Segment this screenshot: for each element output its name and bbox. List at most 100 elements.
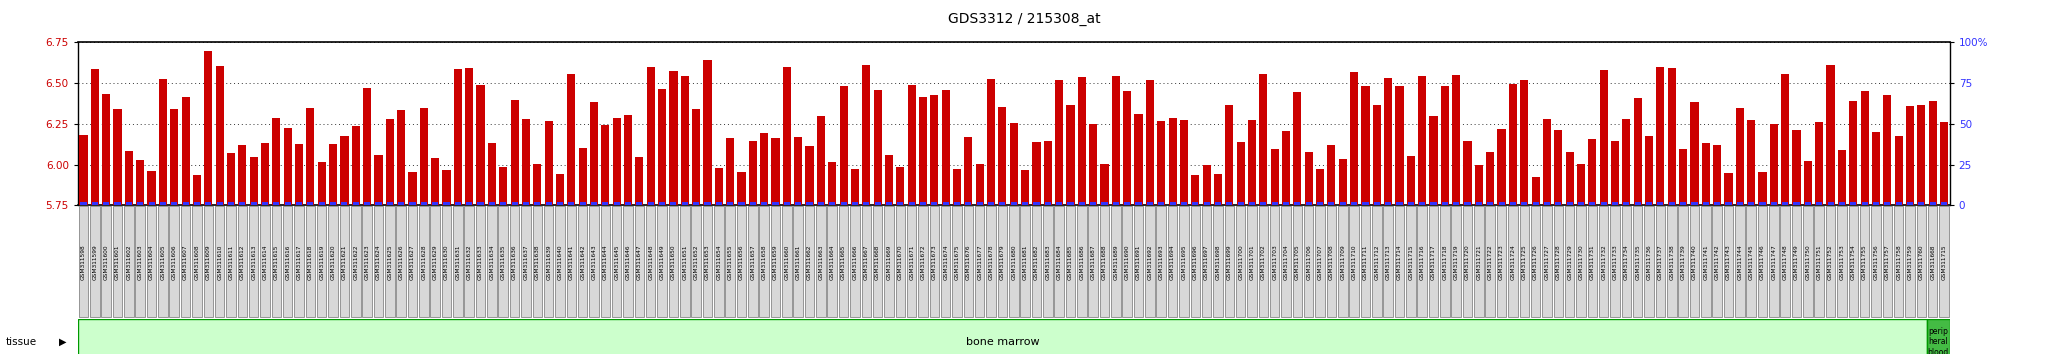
- Text: GSM311712: GSM311712: [1374, 244, 1378, 280]
- FancyBboxPatch shape: [1212, 206, 1223, 318]
- Bar: [420, 202, 426, 205]
- Text: GSM311676: GSM311676: [967, 244, 971, 280]
- FancyBboxPatch shape: [1724, 206, 1733, 318]
- FancyBboxPatch shape: [1180, 206, 1188, 318]
- Bar: [1077, 76, 1085, 205]
- Text: GSM311682: GSM311682: [1034, 244, 1038, 280]
- Text: GSM311727: GSM311727: [1544, 244, 1550, 280]
- Text: GSM311741: GSM311741: [1704, 244, 1708, 280]
- Text: GSM311610: GSM311610: [217, 244, 221, 280]
- FancyBboxPatch shape: [1792, 206, 1802, 318]
- Text: GSM311654: GSM311654: [717, 244, 721, 280]
- Bar: [1159, 202, 1165, 205]
- FancyBboxPatch shape: [1327, 206, 1335, 318]
- Text: GSM311614: GSM311614: [262, 244, 268, 280]
- FancyBboxPatch shape: [940, 206, 950, 318]
- Bar: [1612, 202, 1618, 205]
- Bar: [647, 202, 653, 205]
- Bar: [1362, 202, 1368, 205]
- FancyBboxPatch shape: [1282, 206, 1290, 318]
- FancyBboxPatch shape: [1360, 206, 1370, 318]
- Bar: [1679, 149, 1688, 205]
- Text: GSM311695: GSM311695: [1182, 244, 1186, 280]
- FancyBboxPatch shape: [1065, 206, 1075, 318]
- FancyBboxPatch shape: [1702, 206, 1710, 318]
- FancyBboxPatch shape: [1020, 206, 1030, 318]
- Bar: [807, 202, 813, 205]
- Bar: [1737, 108, 1745, 205]
- FancyBboxPatch shape: [1202, 206, 1210, 318]
- Text: GSM311700: GSM311700: [1239, 244, 1243, 280]
- Bar: [1690, 102, 1698, 205]
- Text: GSM311747: GSM311747: [1772, 244, 1776, 280]
- Text: GSM311717: GSM311717: [1432, 244, 1436, 280]
- Bar: [1227, 202, 1233, 205]
- Bar: [772, 138, 780, 205]
- FancyBboxPatch shape: [782, 206, 793, 318]
- Text: GSM311720: GSM311720: [1464, 244, 1470, 280]
- Bar: [535, 202, 541, 205]
- Bar: [455, 69, 463, 205]
- Text: GSM311626: GSM311626: [399, 244, 403, 280]
- Bar: [410, 202, 416, 205]
- Bar: [1612, 141, 1620, 205]
- Bar: [772, 202, 778, 205]
- Bar: [1624, 202, 1630, 205]
- Text: GSM311729: GSM311729: [1567, 244, 1573, 280]
- Bar: [680, 76, 688, 205]
- Bar: [1022, 202, 1028, 205]
- FancyBboxPatch shape: [805, 206, 815, 318]
- Bar: [1012, 202, 1016, 205]
- Bar: [1055, 80, 1063, 205]
- Bar: [1022, 170, 1030, 205]
- Bar: [375, 155, 383, 205]
- Text: GSM311751: GSM311751: [1817, 244, 1823, 280]
- Text: GSM311714: GSM311714: [1397, 244, 1403, 280]
- Text: GSM311680: GSM311680: [1012, 244, 1016, 280]
- Text: GSM311738: GSM311738: [1669, 244, 1675, 280]
- Bar: [657, 89, 666, 205]
- Bar: [1769, 124, 1778, 205]
- Bar: [362, 88, 371, 205]
- Bar: [602, 125, 610, 205]
- FancyBboxPatch shape: [1462, 206, 1473, 318]
- FancyBboxPatch shape: [1190, 206, 1200, 318]
- Bar: [1634, 97, 1642, 205]
- FancyBboxPatch shape: [623, 206, 633, 318]
- Bar: [692, 202, 698, 205]
- Bar: [1044, 141, 1053, 205]
- FancyBboxPatch shape: [612, 206, 621, 318]
- FancyBboxPatch shape: [1112, 206, 1120, 318]
- Bar: [285, 202, 291, 205]
- FancyBboxPatch shape: [283, 206, 293, 318]
- FancyBboxPatch shape: [295, 206, 303, 318]
- Text: GSM311664: GSM311664: [829, 244, 836, 280]
- FancyBboxPatch shape: [1485, 206, 1495, 318]
- Text: GSM311607: GSM311607: [182, 244, 188, 280]
- FancyBboxPatch shape: [532, 206, 543, 318]
- Bar: [1647, 202, 1653, 205]
- Bar: [1577, 164, 1585, 205]
- FancyBboxPatch shape: [895, 206, 905, 318]
- Bar: [1487, 152, 1495, 205]
- Bar: [430, 158, 438, 205]
- Bar: [442, 170, 451, 205]
- Text: GSM311623: GSM311623: [365, 244, 369, 280]
- FancyBboxPatch shape: [1260, 206, 1268, 318]
- Bar: [1034, 202, 1040, 205]
- Text: GSM311620: GSM311620: [330, 244, 336, 280]
- Bar: [342, 202, 348, 205]
- Bar: [897, 167, 905, 205]
- Text: GSM311757: GSM311757: [1884, 244, 1890, 280]
- FancyBboxPatch shape: [113, 206, 123, 318]
- FancyBboxPatch shape: [1452, 206, 1460, 318]
- Bar: [1327, 145, 1335, 205]
- Bar: [1282, 202, 1288, 205]
- Bar: [432, 202, 438, 205]
- Bar: [1929, 202, 1935, 205]
- Text: GSM311616: GSM311616: [285, 244, 291, 280]
- Text: GSM311711: GSM311711: [1364, 244, 1368, 280]
- Text: GSM311746: GSM311746: [1759, 244, 1765, 280]
- FancyBboxPatch shape: [1677, 206, 1688, 318]
- FancyBboxPatch shape: [1939, 206, 1950, 318]
